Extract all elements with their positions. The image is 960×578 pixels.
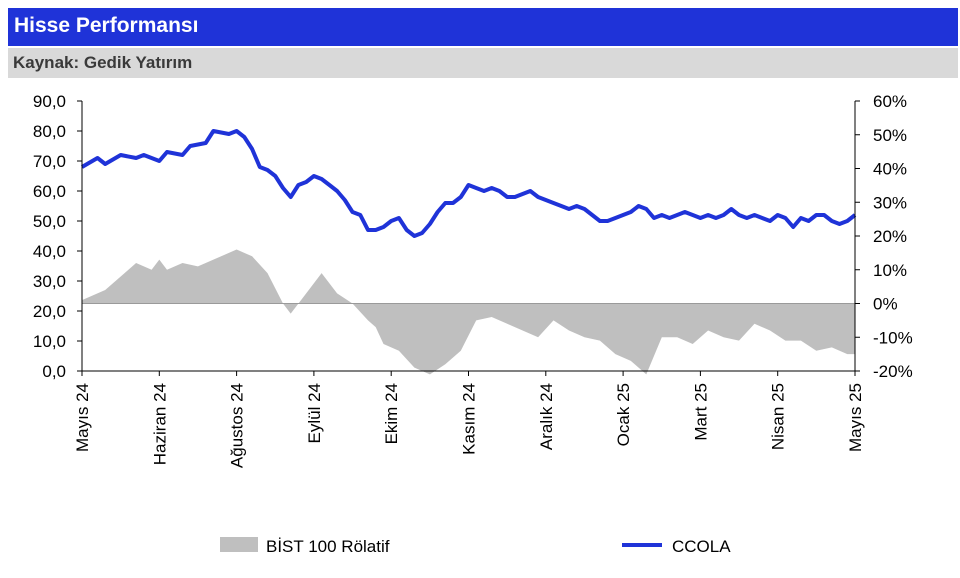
x-tick-label: Mayıs 24 [73,383,92,452]
x-tick-label: Mayıs 25 [846,383,865,452]
axes-layer: 0,0 10,0 20,0 30,0 40,0 50,0 60,0 70,0 80,0 90,0 -… [33,92,913,468]
left-tick-label: 30,0 [33,272,66,291]
relative-area [82,249,855,375]
x-tick-label: Nisan 25 [769,383,788,450]
left-tick-label: 0,0 [42,362,66,381]
x-tick-label: Haziran 24 [150,383,169,465]
left-tick-label: 70,0 [33,152,66,171]
right-tick-label: -20% [873,362,913,381]
right-tick-label: 10% [873,261,907,280]
x-tick-label: Kasım 24 [460,383,479,455]
right-tick-label: 0% [873,295,898,314]
x-tick-label: Ağustos 24 [228,383,247,468]
right-tick-label: 50% [873,126,907,145]
ccola-line-layer [80,129,857,238]
right-tick-label: 20% [873,227,907,246]
page-title: Hisse Performansı [14,14,199,37]
left-tick-label: 60,0 [33,182,66,201]
left-tick-label: 50,0 [33,212,66,231]
title-bar: Hisse Performansı [8,8,958,46]
x-tick-label: Eylül 24 [305,383,324,443]
source-label: Kaynak: Gedik Yatırım [13,53,193,72]
x-tick-label: Ocak 25 [614,383,633,446]
right-tick-label: 60% [873,92,907,111]
x-tick-label: Mart 25 [691,383,710,441]
left-tick-label: 10,0 [33,332,66,351]
legend-label-relative: BİST 100 Rölatif [266,537,390,556]
relative-area-layer [82,249,855,375]
right-tick-label: 30% [873,193,907,212]
right-tick-label: -10% [873,328,913,347]
legend-label-ccola: CCOLA [672,537,731,556]
legend: BİST 100 Rölatif CCOLA [220,537,731,556]
left-tick-label: 80,0 [33,122,66,141]
right-tick-label: 40% [873,160,907,179]
left-tick-label: 40,0 [33,242,66,261]
left-tick-label: 90,0 [33,92,66,111]
legend-swatch-relative [220,537,258,552]
left-tick-label: 20,0 [33,302,66,321]
x-tick-label: Ekim 24 [382,383,401,444]
x-tick-label: Aralık 24 [537,383,556,450]
ccola-line [80,129,857,238]
source-bar: Kaynak: Gedik Yatırım [8,48,958,78]
